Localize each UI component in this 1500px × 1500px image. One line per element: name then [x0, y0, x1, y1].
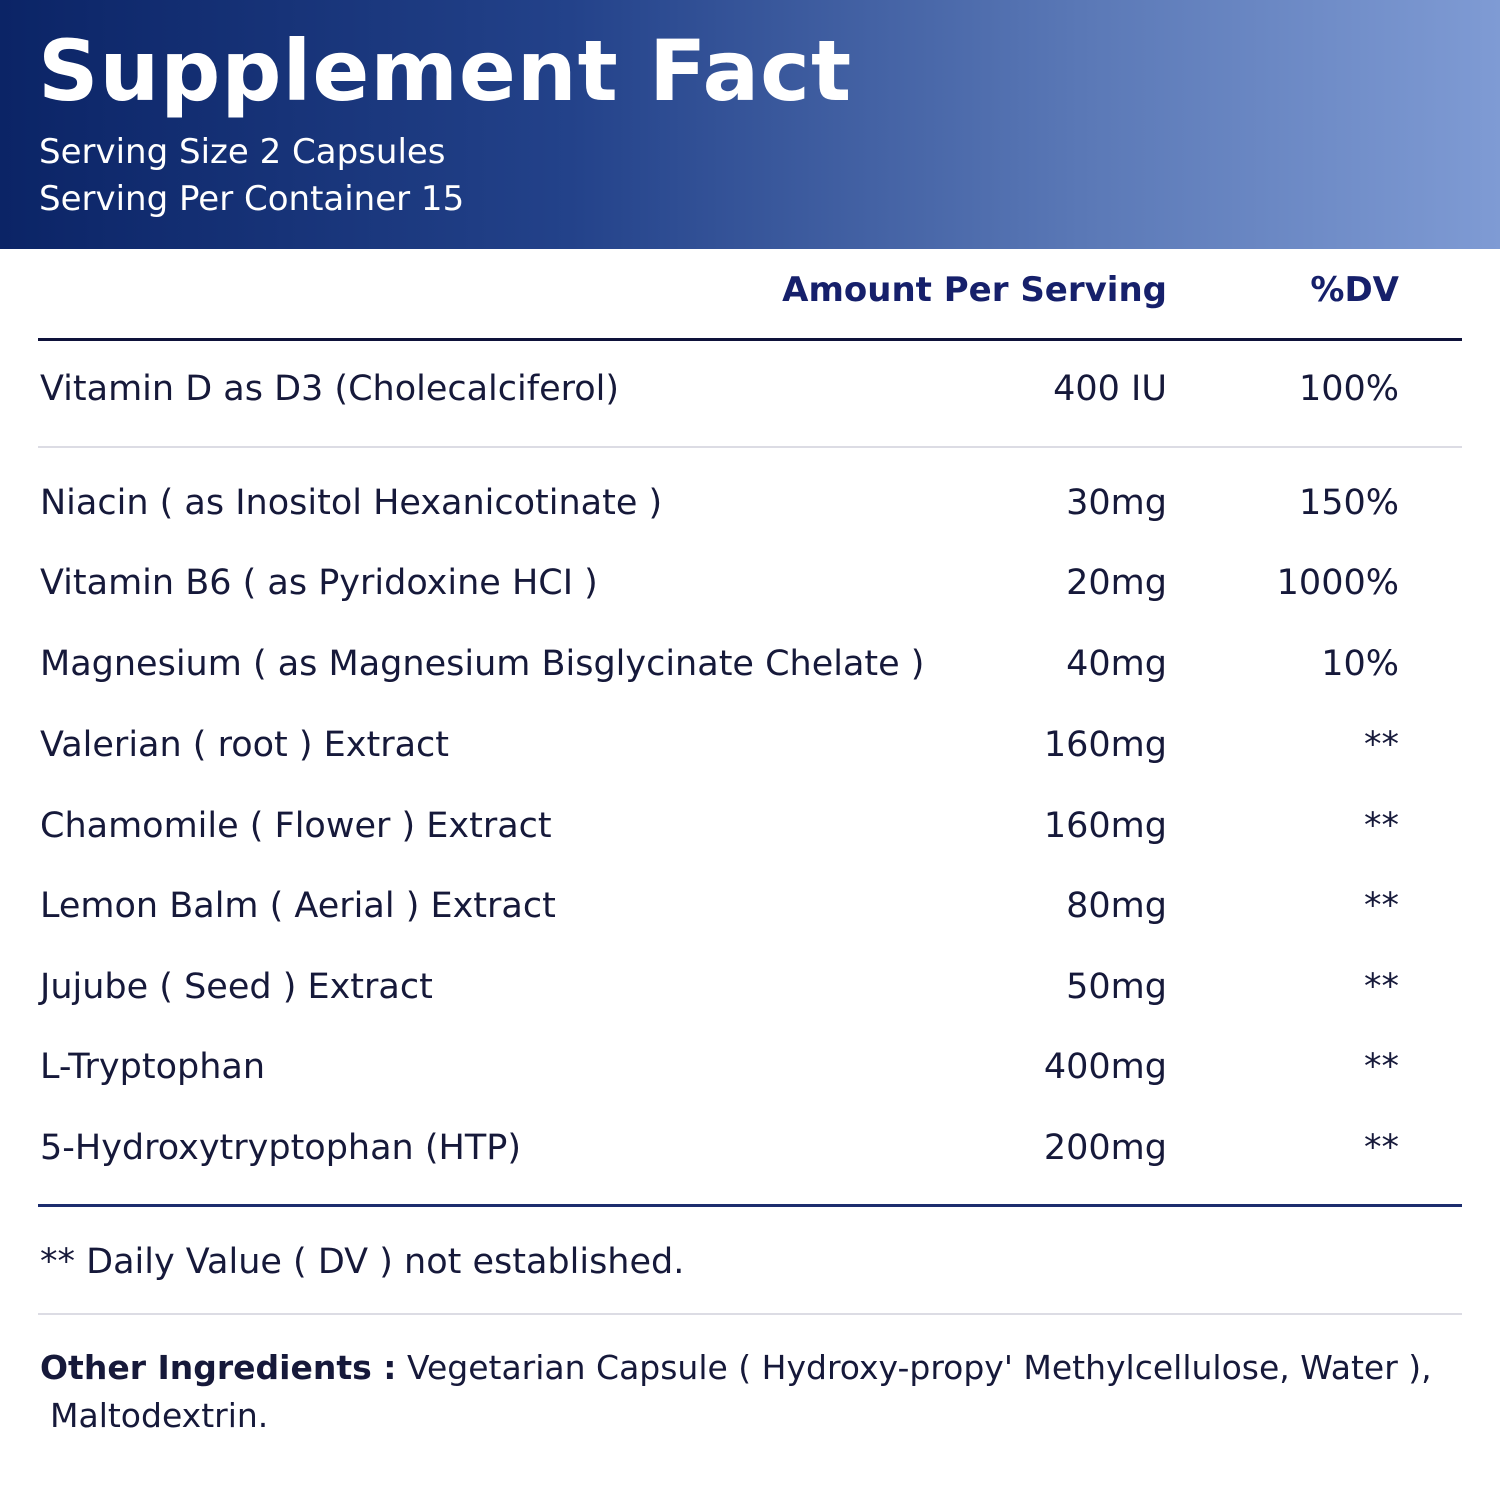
ingredient-amount: 30mg: [1066, 483, 1167, 523]
ingredient-row: 5-Hydroxytryptophan (HTP) 200mg **: [0, 1128, 1500, 1188]
footnote-divider: [38, 1313, 1462, 1315]
ingredient-amount: 160mg: [1043, 725, 1167, 765]
ingredient-row: Lemon Balm ( Aerial ) Extract 80mg **: [0, 886, 1500, 946]
ingredient-amount: 200mg: [1043, 1128, 1167, 1168]
ingredient-amount: 160mg: [1043, 806, 1167, 846]
ingredient-name: Magnesium ( as Magnesium Bisglycinate Ch…: [40, 644, 925, 684]
ingredient-dv: **: [1364, 806, 1399, 846]
ingredient-dv: **: [1364, 886, 1399, 926]
ingredient-row: Magnesium ( as Magnesium Bisglycinate Ch…: [0, 644, 1500, 704]
ingredient-name: Jujube ( Seed ) Extract: [40, 967, 433, 1007]
ingredient-name: 5-Hydroxytryptophan (HTP): [40, 1128, 521, 1168]
ingredient-amount: 40mg: [1066, 644, 1167, 684]
dv-footnote: ** Daily Value ( DV ) not established.: [40, 1242, 685, 1282]
ingredient-amount: 50mg: [1066, 967, 1167, 1007]
ingredient-row: Vitamin B6 ( as Pyridoxine HCI ) 20mg 10…: [0, 563, 1500, 623]
amount-column-header: Amount Per Serving: [782, 270, 1167, 310]
ingredient-dv: 10%: [1321, 644, 1399, 684]
ingredient-amount: 400 IU: [1053, 369, 1167, 409]
ingredient-dv: **: [1364, 1047, 1399, 1087]
panel-title: Supplement Fact: [38, 22, 853, 120]
ingredient-row: Niacin ( as Inositol Hexanicotinate ) 30…: [0, 483, 1500, 543]
ingredient-dv: 1000%: [1276, 563, 1399, 603]
ingredient-name: Vitamin B6 ( as Pyridoxine HCI ): [40, 563, 598, 603]
table-bottom-divider: [38, 1204, 1462, 1207]
ingredient-row: Vitamin D as D3 (Cholecalciferol) 400 IU…: [0, 369, 1500, 429]
ingredient-row: L-Tryptophan 400mg **: [0, 1047, 1500, 1107]
ingredient-dv: 150%: [1298, 483, 1399, 523]
ingredient-amount: 400mg: [1043, 1047, 1167, 1087]
ingredient-name: Lemon Balm ( Aerial ) Extract: [40, 886, 556, 926]
other-ingredients-text: Vegetarian Capsule ( Hydroxy-propy' Meth…: [406, 1348, 1432, 1387]
servings-per-container: Serving Per Container 15: [39, 179, 465, 219]
ingredient-dv: 100%: [1298, 369, 1399, 409]
serving-size: Serving Size 2 Capsules: [39, 132, 446, 172]
row-divider: [38, 446, 1462, 448]
ingredient-dv: **: [1364, 967, 1399, 1007]
ingredient-name: L-Tryptophan: [40, 1047, 266, 1087]
dv-column-header: %DV: [1310, 270, 1399, 310]
ingredient-amount: 80mg: [1066, 886, 1167, 926]
ingredient-dv: **: [1364, 725, 1399, 765]
other-ingredients-line-1: Other Ingredients : Vegetarian Capsule (…: [40, 1344, 1470, 1392]
other-ingredients-line-2: Maltodextrin.: [50, 1396, 269, 1435]
header-divider: [38, 338, 1462, 341]
ingredient-row: Valerian ( root ) Extract 160mg **: [0, 725, 1500, 785]
ingredient-name: Niacin ( as Inositol Hexanicotinate ): [40, 483, 663, 523]
ingredient-row: Chamomile ( Flower ) Extract 160mg **: [0, 806, 1500, 866]
ingredient-name: Vitamin D as D3 (Cholecalciferol): [40, 369, 620, 409]
ingredient-name: Chamomile ( Flower ) Extract: [40, 806, 552, 846]
ingredient-amount: 20mg: [1066, 563, 1167, 603]
ingredient-row: Jujube ( Seed ) Extract 50mg **: [0, 967, 1500, 1027]
other-ingredients: Other Ingredients : Vegetarian Capsule (…: [40, 1344, 1470, 1440]
ingredient-dv: **: [1364, 1128, 1399, 1168]
ingredient-name: Valerian ( root ) Extract: [40, 725, 450, 765]
header-banner: Supplement Fact Serving Size 2 Capsules …: [0, 0, 1500, 249]
other-ingredients-label: Other Ingredients :: [40, 1348, 397, 1387]
